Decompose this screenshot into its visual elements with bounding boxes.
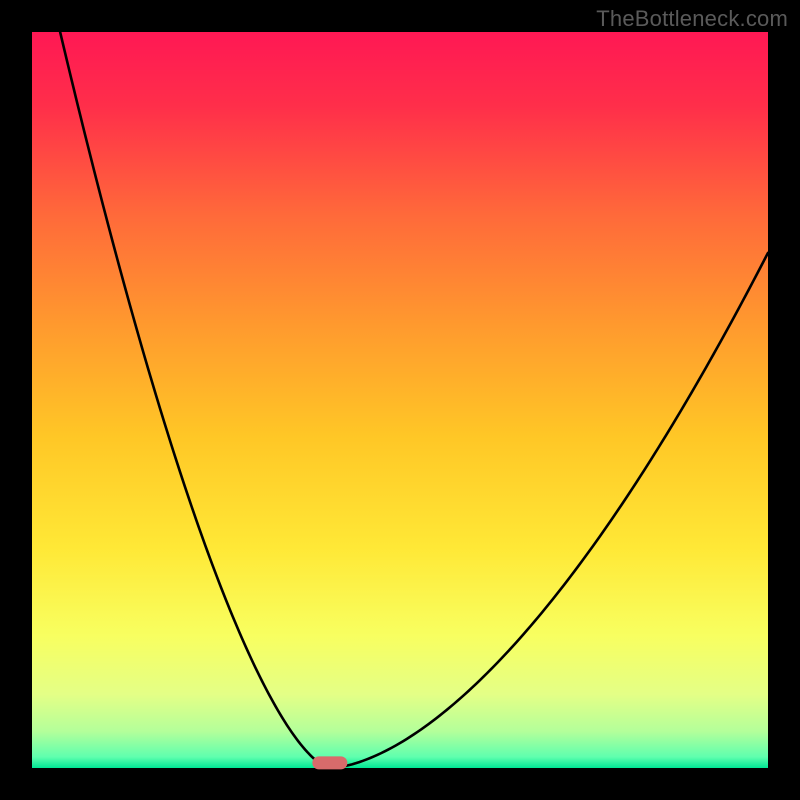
plot-area bbox=[32, 32, 768, 768]
bottleneck-curve bbox=[32, 32, 768, 768]
curve-path bbox=[58, 22, 768, 768]
chart-frame: TheBottleneck.com bbox=[0, 0, 800, 800]
optimum-marker bbox=[312, 756, 347, 769]
watermark-text: TheBottleneck.com bbox=[596, 6, 788, 32]
